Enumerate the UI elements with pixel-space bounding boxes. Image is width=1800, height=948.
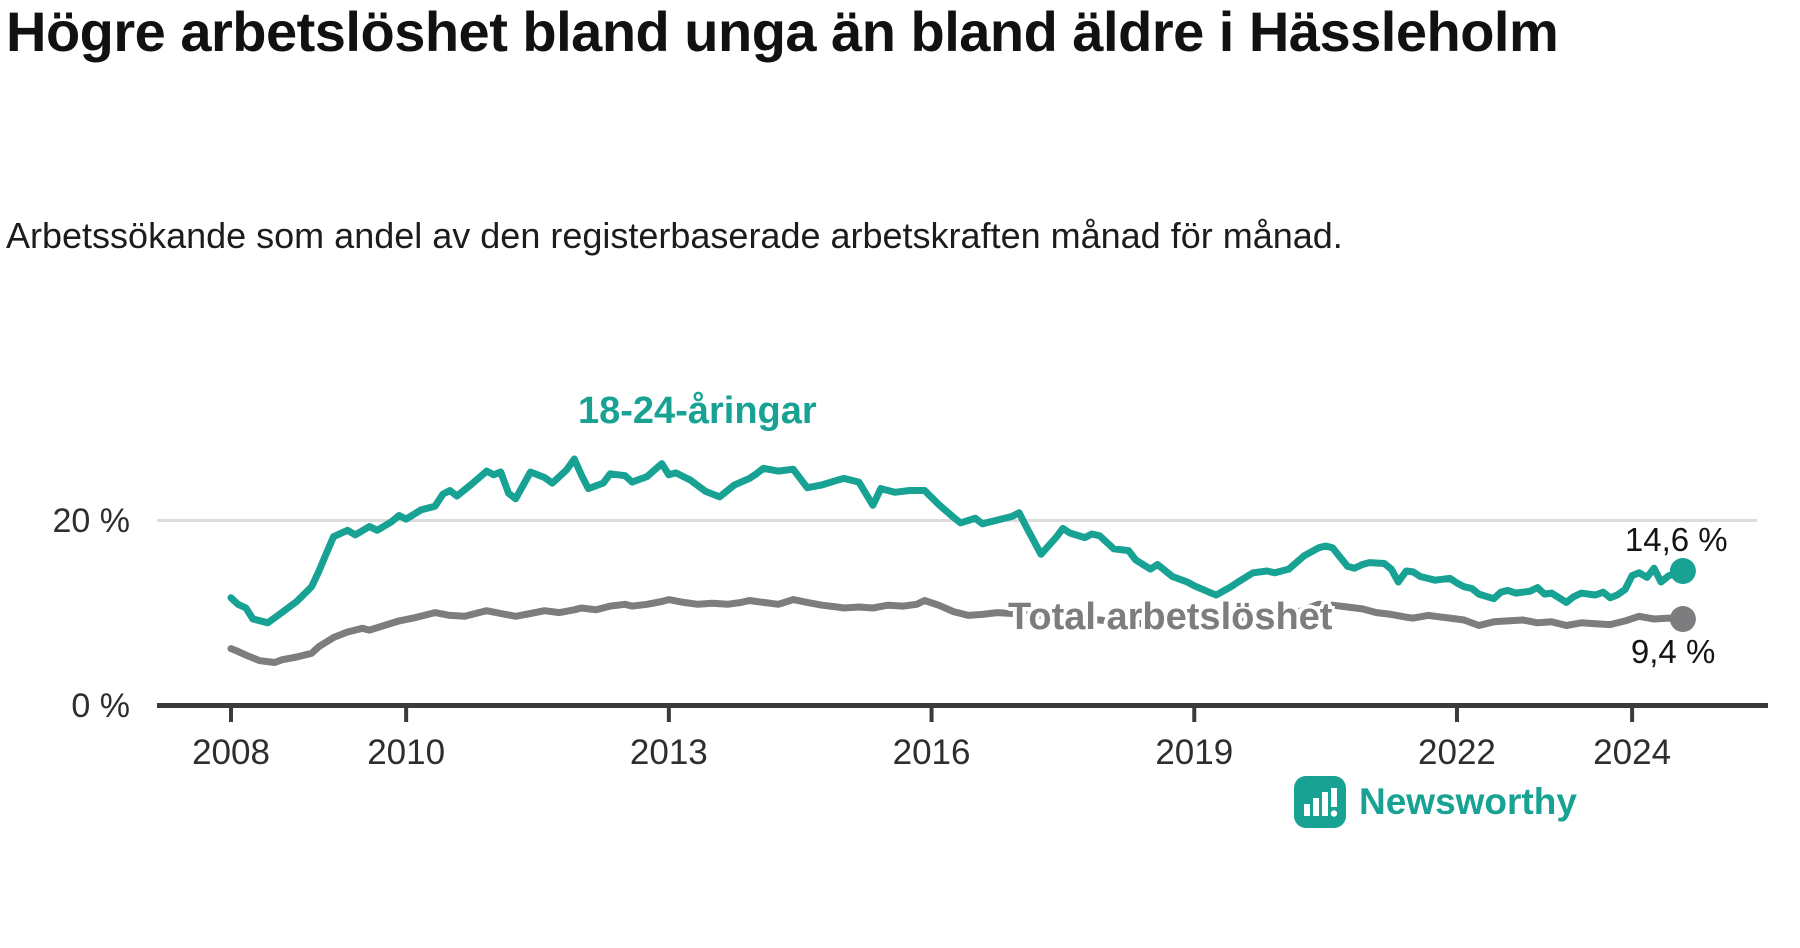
x-tick-label: 2010 [367,733,446,772]
series-endpoint-dot-total [1669,606,1696,632]
newsworthy-logo-icon [1294,776,1346,828]
x-tick-label: 2024 [1593,733,1672,772]
chart-title: Högre arbetslöshet bland unga än bland ä… [6,0,1559,63]
series-endpoint-dot-youth [1669,558,1696,584]
series-line-total [227,596,1687,666]
series-label-youth: 18-24-åringar [578,390,817,432]
x-tick-label: 2016 [892,733,971,772]
chart-subtitle: Arbetssökande som andel av den registerb… [6,215,1343,256]
x-axis-ticks [229,706,1635,722]
newsworthy-brand[interactable]: Newsworthy [1294,776,1577,828]
newsworthy-brand-name: Newsworthy [1359,781,1577,822]
end-value-youth: 14,6 % [1624,520,1728,558]
end-value-total: 9,4 % [1630,633,1716,671]
y-tick-label-0: 0 % [71,687,130,725]
series-label-total: Total arbetslöshet [1008,596,1333,638]
x-tick-label: 2019 [1155,733,1234,772]
x-tick-label: 2022 [1418,733,1496,772]
series-line-youth [227,455,1687,627]
x-tick-label: 2013 [629,733,708,772]
x-tick-label: 2008 [192,733,270,772]
y-tick-label-20: 20 % [52,502,131,540]
